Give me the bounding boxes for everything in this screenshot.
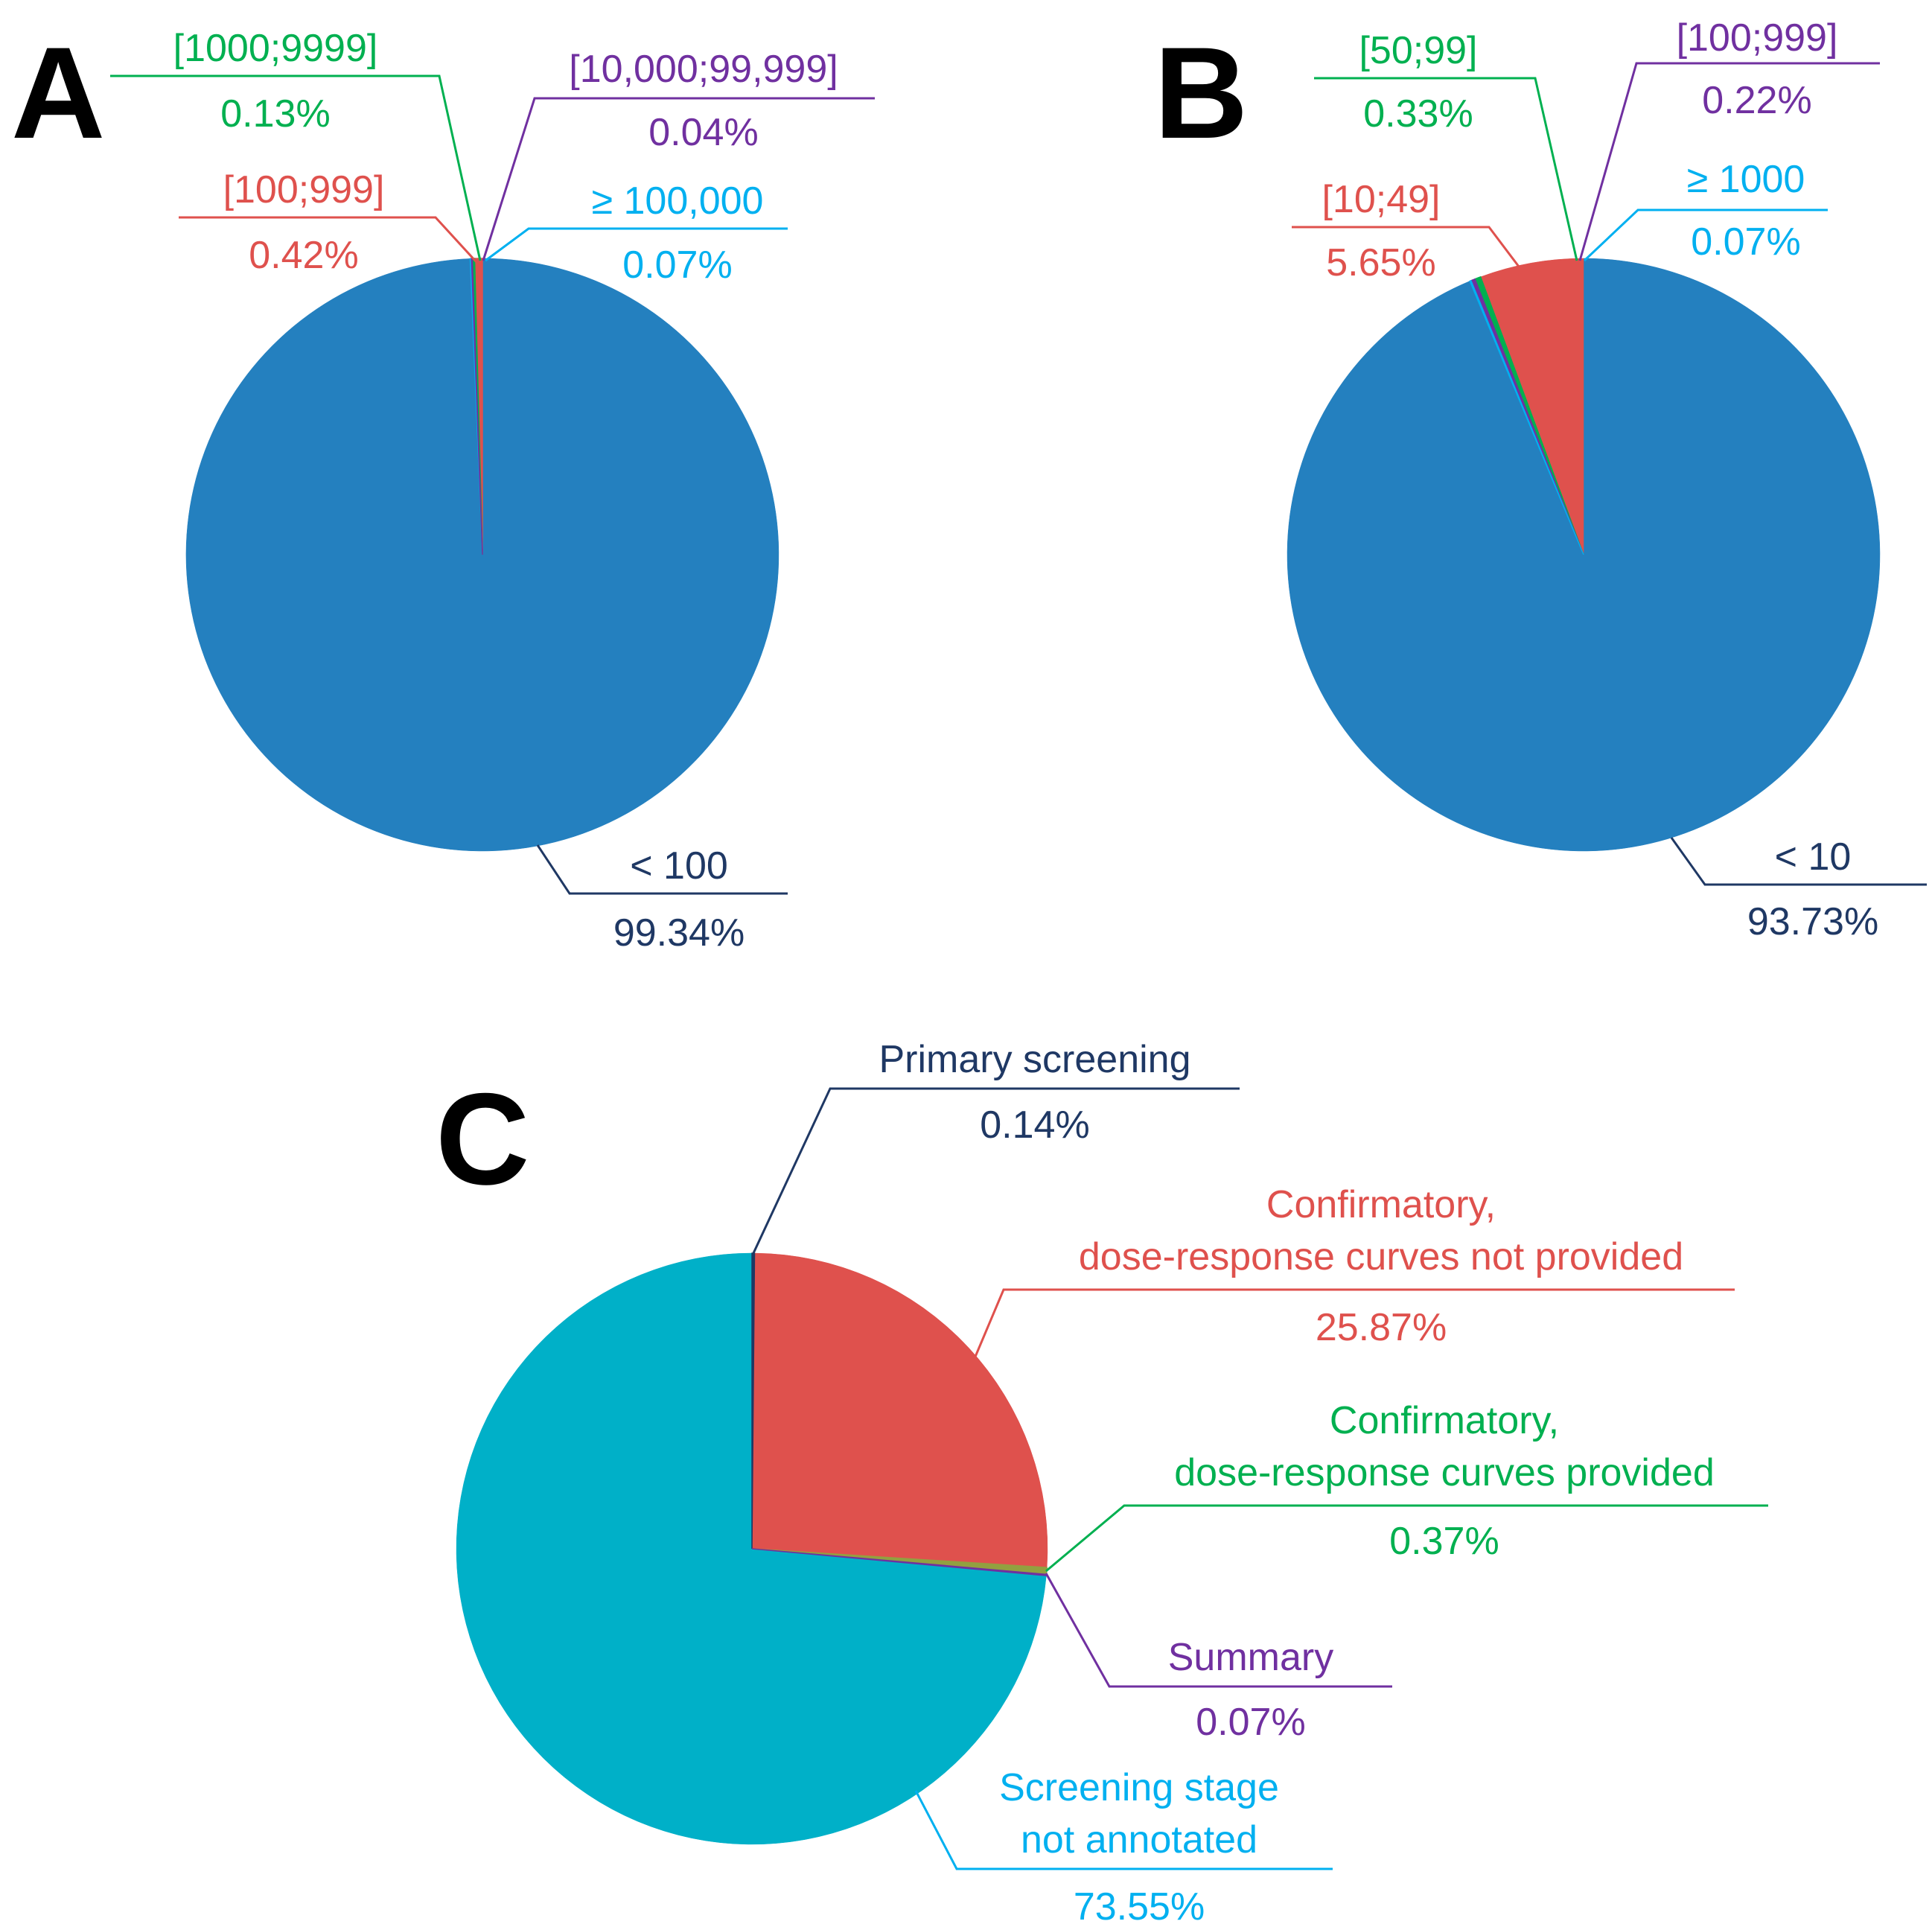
- slice-percentage: 73.55%: [1074, 1885, 1205, 1927]
- leader-line: [536, 844, 788, 895]
- slice-percentage: 0.42%: [249, 234, 358, 277]
- leader-line: [752, 1087, 1240, 1254]
- callout-ge100000: ≥ 100,000 0.07%: [485, 179, 788, 287]
- slice-percentage: 0.33%: [1363, 92, 1473, 136]
- panel-b: B < 10 93.73% [10;49] 5.65% [50;99] 0.33% [100…: [1154, 16, 1927, 943]
- callout-not-annotated: Screening stage not annotated 73.55%: [914, 1766, 1333, 1927]
- slice-label: dose-response curves not provided: [1079, 1235, 1683, 1278]
- callout-50-99: [50;99] 0.33%: [1314, 29, 1578, 261]
- leader-line: [914, 1790, 1333, 1870]
- slice-percentage: 0.37%: [1389, 1520, 1499, 1563]
- leader-line: [1045, 1504, 1768, 1573]
- slice-label: [100;999]: [1677, 16, 1838, 60]
- pie-c: [456, 1252, 1048, 1845]
- slice-ge1000: [1469, 279, 1584, 555]
- leader-line: [1292, 226, 1520, 267]
- slice-label: Confirmatory,: [1330, 1399, 1559, 1442]
- slice-label: [50;99]: [1359, 29, 1477, 72]
- leader-line: [482, 97, 875, 261]
- leader-line: [179, 216, 478, 264]
- panel-c-letter: C: [436, 1067, 529, 1212]
- leader-line: [110, 74, 482, 261]
- callout-lt100: < 100 99.34%: [536, 844, 788, 955]
- slice-percentage: 0.13%: [220, 92, 330, 136]
- leader-line: [974, 1288, 1735, 1357]
- leader-line: [1670, 837, 1927, 886]
- slice-percentage: 0.07%: [1691, 220, 1800, 264]
- slice-label: Confirmatory,: [1266, 1183, 1496, 1226]
- callout-ge1000: ≥ 1000 0.07%: [1583, 158, 1828, 264]
- leader-line: [485, 227, 788, 262]
- callout-10000-99999: [10,000;99,999] 0.04%: [482, 48, 875, 261]
- callout-confirm-no-curves: Confirmatory, dose-response curves not pr…: [974, 1183, 1735, 1357]
- slice-percentage: 25.87%: [1316, 1306, 1447, 1349]
- slice-percentage: 99.34%: [613, 911, 745, 955]
- slice-label: [10,000;99,999]: [569, 48, 838, 91]
- panel-c: C Primary screening 0.14% Confirmatory, dos…: [436, 1038, 1768, 1927]
- slice-percentage: 93.73%: [1747, 900, 1878, 943]
- callout-10-49: [10;49] 5.65%: [1292, 178, 1520, 284]
- callout-lt10: < 10 93.73%: [1670, 835, 1927, 943]
- slice-not-annotated: [456, 1252, 1047, 1845]
- slice-label: Primary screening: [879, 1038, 1190, 1081]
- slice-label: ≥ 100,000: [592, 179, 764, 223]
- panel-b-letter: B: [1154, 21, 1248, 166]
- callout-100-999: [100;999] 0.22%: [1578, 16, 1880, 261]
- slice-percentage: 5.65%: [1326, 241, 1435, 284]
- slice-label: [100;999]: [223, 168, 385, 211]
- pie-b: [1287, 258, 1881, 852]
- leader-line: [1583, 208, 1828, 262]
- slice-label: [10;49]: [1322, 178, 1440, 221]
- slice-label: [1000;9999]: [173, 27, 378, 70]
- panel-a: A < 100 99.34% [100;999] 0.42% [1000;9999] 0.…: [11, 21, 875, 955]
- callout-primary: Primary screening 0.14%: [752, 1038, 1240, 1254]
- slice-label: Summary: [1168, 1636, 1333, 1679]
- slice-label: dose-response curves provided: [1174, 1451, 1715, 1494]
- slice-percentage: 0.07%: [622, 243, 732, 287]
- panel-a-letter: A: [11, 21, 105, 166]
- slice-label: Screening stage: [999, 1766, 1279, 1809]
- pie-a: [185, 258, 780, 852]
- leader-line: [1045, 1573, 1392, 1688]
- slice-label: not annotated: [1021, 1818, 1257, 1861]
- callout-confirm-curves: Confirmatory, dose-response curves provid…: [1045, 1399, 1768, 1573]
- leader-line: [1578, 62, 1880, 261]
- callout-1000-9999: [1000;9999] 0.13%: [110, 27, 482, 261]
- slice-label: < 10: [1775, 835, 1852, 879]
- leader-line: [1314, 77, 1578, 261]
- slice-percentage: 0.07%: [1196, 1701, 1305, 1744]
- slice-percentage: 0.22%: [1702, 79, 1811, 122]
- slice-confirm-no-curves: [751, 1252, 1048, 1568]
- slice-label: ≥ 1000: [1687, 158, 1805, 201]
- slice-percentage: 0.04%: [648, 111, 758, 154]
- callout-summary: Summary 0.07%: [1045, 1573, 1392, 1744]
- callout-100-999: [100;999] 0.42%: [179, 168, 478, 277]
- slice-percentage: 0.14%: [980, 1103, 1089, 1147]
- slice-label: < 100: [630, 844, 728, 888]
